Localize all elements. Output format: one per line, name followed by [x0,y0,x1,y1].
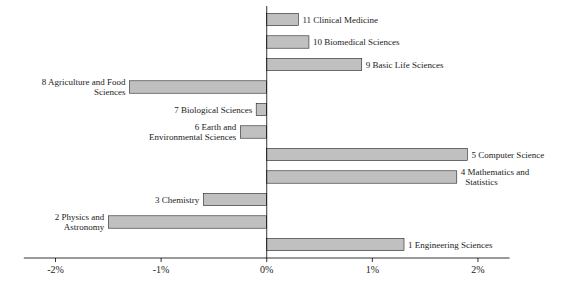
bar [240,126,266,138]
tick-label: -1% [153,264,170,275]
category-label: 7 Biological Sciences [174,105,252,115]
bar [267,13,299,25]
tick [266,258,267,262]
category-label: 5 Computer Science [471,150,544,160]
category-label: 1 Engineering Sciences [408,240,493,250]
tick [477,258,478,262]
tick [161,258,162,262]
x-axis: -2% -1% 0% 1% 2% [24,258,510,275]
category-label: 8 Agriculture and Food Sciences [42,77,126,97]
category-label: 4 Mathematics and Statistics [461,167,530,187]
category-label: 3 Chemistry [155,195,200,205]
category-labels: 1 Engineering Sciences 2 Physics and Astr… [42,15,545,250]
bar [267,58,362,70]
bar [108,216,266,228]
bar [203,193,266,205]
tick [55,258,56,262]
bar [256,103,267,115]
tick-label: 2% [471,264,484,275]
category-label: 9 Basic Life Sciences [366,60,444,70]
zero-line [266,6,267,258]
chart: 1 Engineering Sciences 2 Physics and Astr… [0,0,572,282]
bar [129,81,266,93]
bar [267,171,457,183]
tick-label: 1% [366,264,379,275]
bar [267,238,404,250]
bar [267,36,309,48]
category-label: 6 Earth and Environmental Sciences [145,122,237,142]
tick [372,258,373,262]
category-label: 10 Biomedical Sciences [313,37,400,47]
tick-label: 0% [260,264,273,275]
category-label: 11 Clinical Medicine [302,15,378,25]
tick-label: -2% [47,264,64,275]
category-label: 2 Physics and Astronomy [55,212,105,232]
bar [267,148,468,160]
bars [108,13,467,250]
